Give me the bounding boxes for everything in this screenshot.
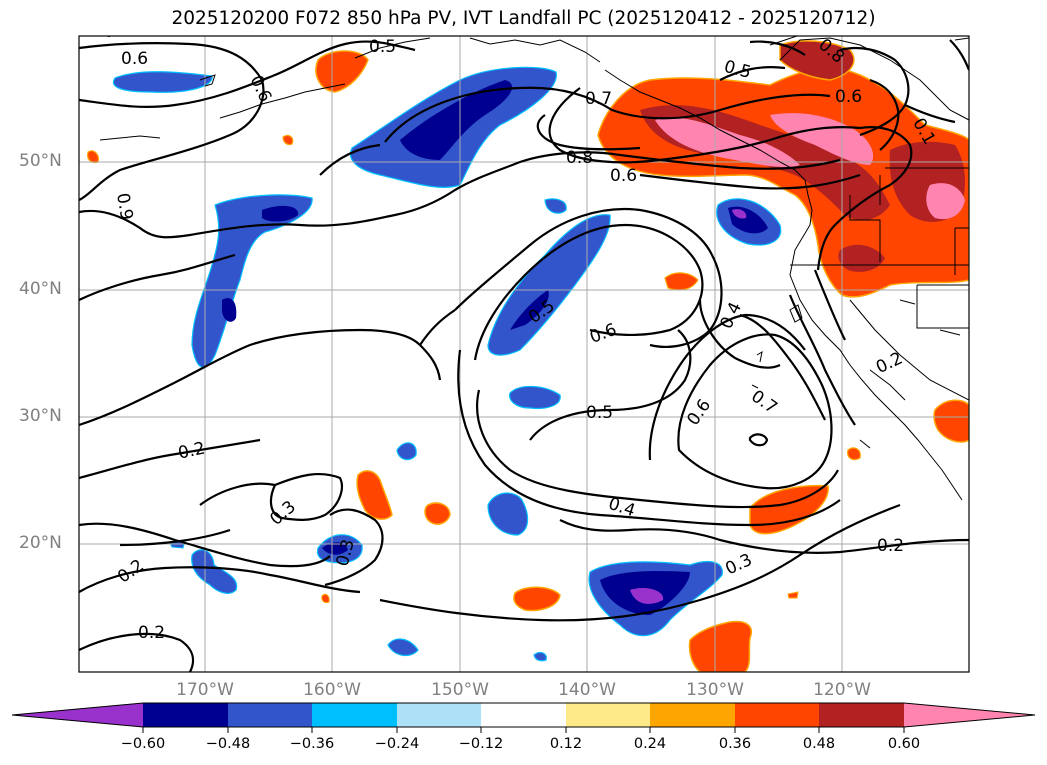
colorbar-swatch — [566, 703, 650, 727]
colorbar-tick-label: 0.24 — [633, 736, 667, 752]
map-content: 0.6 0.5 0.6 0.9 0.7 0.8 0.6 0.5 0.6 0.4 … — [79, 36, 969, 672]
lon-label: 160°W — [303, 680, 361, 700]
pv-contours — [79, 36, 969, 672]
colorbar-swatch — [481, 703, 566, 727]
contour-label: 0.2 — [138, 623, 165, 643]
lon-label: 170°W — [176, 680, 234, 700]
colorbar-tick-label: −0.24 — [374, 736, 420, 752]
colorbar — [11, 702, 1036, 733]
colorbar-tick-label: −0.12 — [458, 736, 504, 752]
contour-label: 0.6 — [610, 166, 637, 186]
colorbar-tick-label: 0.12 — [549, 736, 583, 752]
lon-label: 120°W — [813, 680, 871, 700]
coastlines — [99, 36, 969, 501]
negative-pv-shading — [112, 66, 782, 662]
contour-label: 0.5 — [586, 403, 613, 423]
colorbar-min-extend — [12, 703, 143, 727]
contour-label: 0.9 — [112, 191, 136, 221]
lat-label: 50°N — [19, 151, 62, 171]
colorbar-swatch — [143, 703, 228, 727]
colorbar-swatch — [228, 703, 312, 727]
colorbar-swatch — [397, 703, 481, 727]
contour-label: 0.8 — [566, 148, 593, 168]
contour-label: 0.2 — [877, 536, 904, 556]
lon-label: 140°W — [558, 680, 616, 700]
contour-label: 0.6 — [121, 49, 148, 69]
lat-label: 40°N — [19, 279, 62, 299]
lon-label: 130°W — [686, 680, 744, 700]
colorbar-tick-label: 0.36 — [718, 736, 752, 752]
contour-label: 0.6 — [835, 87, 862, 107]
colorbar-ticks — [142, 727, 905, 733]
lat-label: 30°N — [19, 406, 62, 426]
colorbar-swatch — [735, 703, 819, 727]
colorbar-max-extend — [904, 703, 1035, 727]
colorbar-swatch — [312, 703, 397, 727]
map-frame — [78, 35, 970, 673]
graticule — [79, 36, 969, 672]
colorbar-tick-label: −0.60 — [120, 736, 166, 752]
contour-label: 0.5 — [369, 37, 396, 57]
colorbar-tick-label: 0.60 — [887, 736, 921, 752]
lon-label: 150°W — [431, 680, 489, 700]
contour-label: 0.7 — [585, 89, 612, 109]
colorbar-tick-label: −0.36 — [289, 736, 335, 752]
lat-label: 20°N — [19, 533, 62, 553]
colorbar-tick-label: −0.48 — [205, 736, 251, 752]
colorbar-tick-label: 0.48 — [802, 736, 836, 752]
colorbar-swatch — [819, 703, 904, 727]
map-title: 2025120200 F072 850 hPa PV, IVT Landfall… — [171, 8, 876, 29]
positive-pv-shading — [87, 40, 969, 672]
colorbar-swatch — [650, 703, 735, 727]
